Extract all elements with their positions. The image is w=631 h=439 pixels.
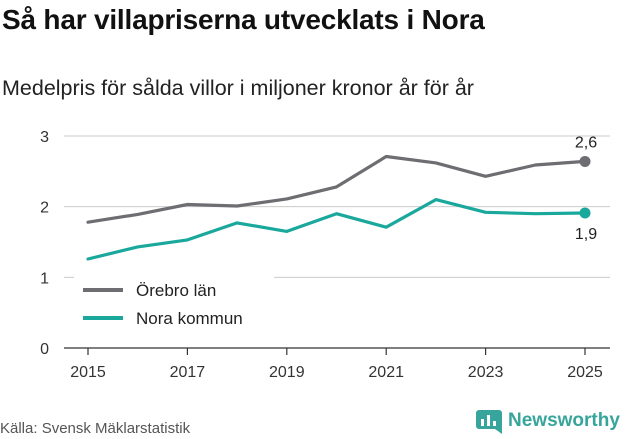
chart-title: Så har villapriserna utvecklats i Nora — [2, 4, 485, 35]
x-tick-label: 2017 — [170, 364, 206, 381]
series-end-marker — [579, 155, 591, 167]
x-tick-label: 2021 — [368, 364, 404, 381]
series-line-orebro — [86, 154, 587, 224]
end-value-label: 1,9 — [575, 226, 597, 243]
legend-background — [74, 276, 274, 336]
brand-logo: Newsworthy — [476, 408, 620, 434]
source-note: Källa: Svensk Mäklarstatistik — [0, 420, 191, 437]
y-tick-label: 2 — [40, 200, 49, 217]
x-tick-label: 2019 — [269, 364, 305, 381]
y-tick-label: 3 — [40, 129, 49, 146]
chart-subtitle: Medelpris för sålda villor i miljoner kr… — [2, 76, 474, 100]
bar-chart-icon — [476, 410, 502, 434]
series-line-nora — [86, 198, 587, 261]
y-tick-label: 1 — [40, 270, 49, 287]
y-tick-label: 0 — [40, 341, 49, 358]
legend-label: Nora kommun — [136, 309, 243, 328]
end-value-label: 2,6 — [575, 134, 597, 151]
brand-name: Newsworthy — [508, 410, 620, 431]
x-tick-label: 2025 — [567, 364, 603, 381]
legend-label: Örebro län — [136, 281, 216, 300]
series-end-marker — [579, 207, 591, 219]
x-tick-label: 2023 — [468, 364, 504, 381]
x-tick-label: 2015 — [70, 364, 106, 381]
